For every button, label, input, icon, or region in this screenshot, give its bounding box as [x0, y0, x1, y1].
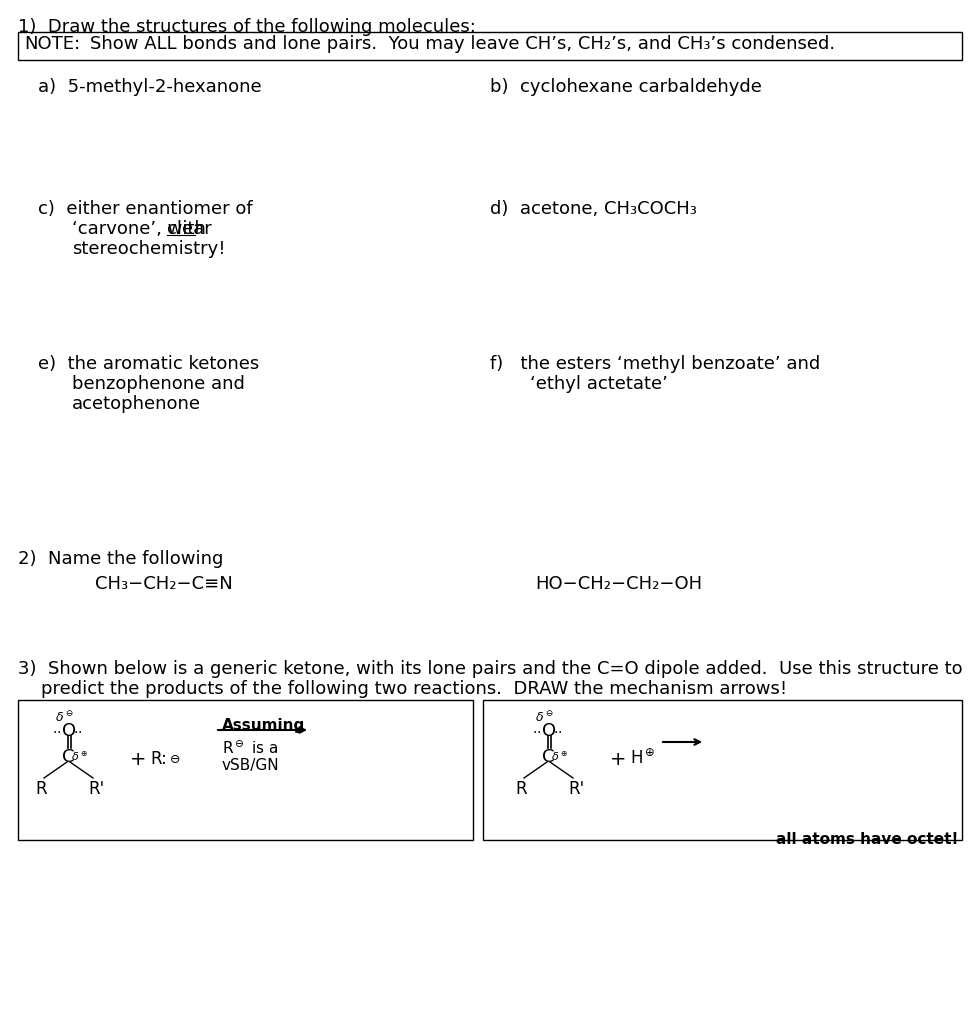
- Text: CH₃−CH₂−C≡N: CH₃−CH₂−C≡N: [95, 575, 232, 593]
- Text: R: R: [515, 780, 526, 798]
- Text: +: +: [130, 750, 146, 769]
- Text: $\delta^\ominus$: $\delta^\ominus$: [55, 710, 74, 725]
- Text: O: O: [542, 722, 556, 740]
- Text: R': R': [88, 780, 104, 798]
- Text: b)  cyclohexane carbaldehyde: b) cyclohexane carbaldehyde: [490, 78, 761, 96]
- Bar: [483, 700, 962, 840]
- Text: $\cdot\!\cdot$: $\cdot\!\cdot$: [553, 724, 563, 738]
- Text: HO−CH₂−CH₂−OH: HO−CH₂−CH₂−OH: [535, 575, 702, 593]
- Text: all atoms have octet!: all atoms have octet!: [775, 831, 958, 847]
- Text: c)  either enantiomer of: c) either enantiomer of: [38, 200, 253, 218]
- Text: Assuming: Assuming: [222, 718, 305, 733]
- Text: O: O: [62, 722, 76, 740]
- Bar: [18, 32, 962, 60]
- Text: 2)  Name the following: 2) Name the following: [18, 550, 223, 568]
- Text: +: +: [610, 750, 626, 769]
- Text: H$^\oplus$: H$^\oplus$: [630, 750, 656, 769]
- Text: Show ALL bonds and lone pairs.  You may leave CH’s, CH₂’s, and CH₃’s condensed.: Show ALL bonds and lone pairs. You may l…: [90, 35, 835, 53]
- Text: predict the products of the following two reactions.  DRAW the mechanism arrows!: predict the products of the following tw…: [18, 680, 787, 698]
- Text: vSB/GN: vSB/GN: [222, 758, 279, 773]
- Text: $\cdot\!\cdot$: $\cdot\!\cdot$: [52, 724, 62, 738]
- Text: R$^\ominus$ is a: R$^\ominus$ is a: [222, 740, 278, 758]
- Text: NOTE:: NOTE:: [24, 35, 80, 53]
- Text: e)  the aromatic ketones: e) the aromatic ketones: [38, 355, 260, 373]
- Text: stereochemistry!: stereochemistry!: [72, 240, 225, 258]
- Text: 3)  Shown below is a generic ketone, with its lone pairs and the C=O dipole adde: 3) Shown below is a generic ketone, with…: [18, 660, 962, 678]
- Text: ‘ethyl actetate’: ‘ethyl actetate’: [530, 375, 668, 393]
- Text: 1)  Draw the structures of the following molecules:: 1) Draw the structures of the following …: [18, 18, 476, 36]
- Text: $\delta^\oplus$: $\delta^\oplus$: [551, 750, 567, 763]
- Text: $\delta^\oplus$: $\delta^\oplus$: [71, 750, 88, 763]
- Text: $\delta^\ominus$: $\delta^\ominus$: [535, 710, 554, 725]
- Text: R: R: [35, 780, 47, 798]
- Text: acetophenone: acetophenone: [72, 395, 201, 413]
- Text: R': R': [568, 780, 584, 798]
- Text: C: C: [542, 748, 555, 766]
- Bar: [18, 700, 473, 840]
- Text: $\cdot\!\cdot$: $\cdot\!\cdot$: [532, 724, 542, 738]
- Text: clear: clear: [167, 220, 212, 238]
- Text: f)   the esters ‘methyl benzoate’ and: f) the esters ‘methyl benzoate’ and: [490, 355, 820, 373]
- Text: $\cdot\!\cdot$: $\cdot\!\cdot$: [73, 724, 82, 738]
- Text: C: C: [62, 748, 74, 766]
- Text: ‘carvone’, with: ‘carvone’, with: [72, 220, 212, 238]
- Text: $\ominus$: $\ominus$: [169, 753, 180, 766]
- Text: R:: R:: [150, 750, 167, 768]
- Text: benzophenone and: benzophenone and: [72, 375, 245, 393]
- Text: a)  5-methyl-2-hexanone: a) 5-methyl-2-hexanone: [38, 78, 262, 96]
- Text: d)  acetone, CH₃COCH₃: d) acetone, CH₃COCH₃: [490, 200, 697, 218]
